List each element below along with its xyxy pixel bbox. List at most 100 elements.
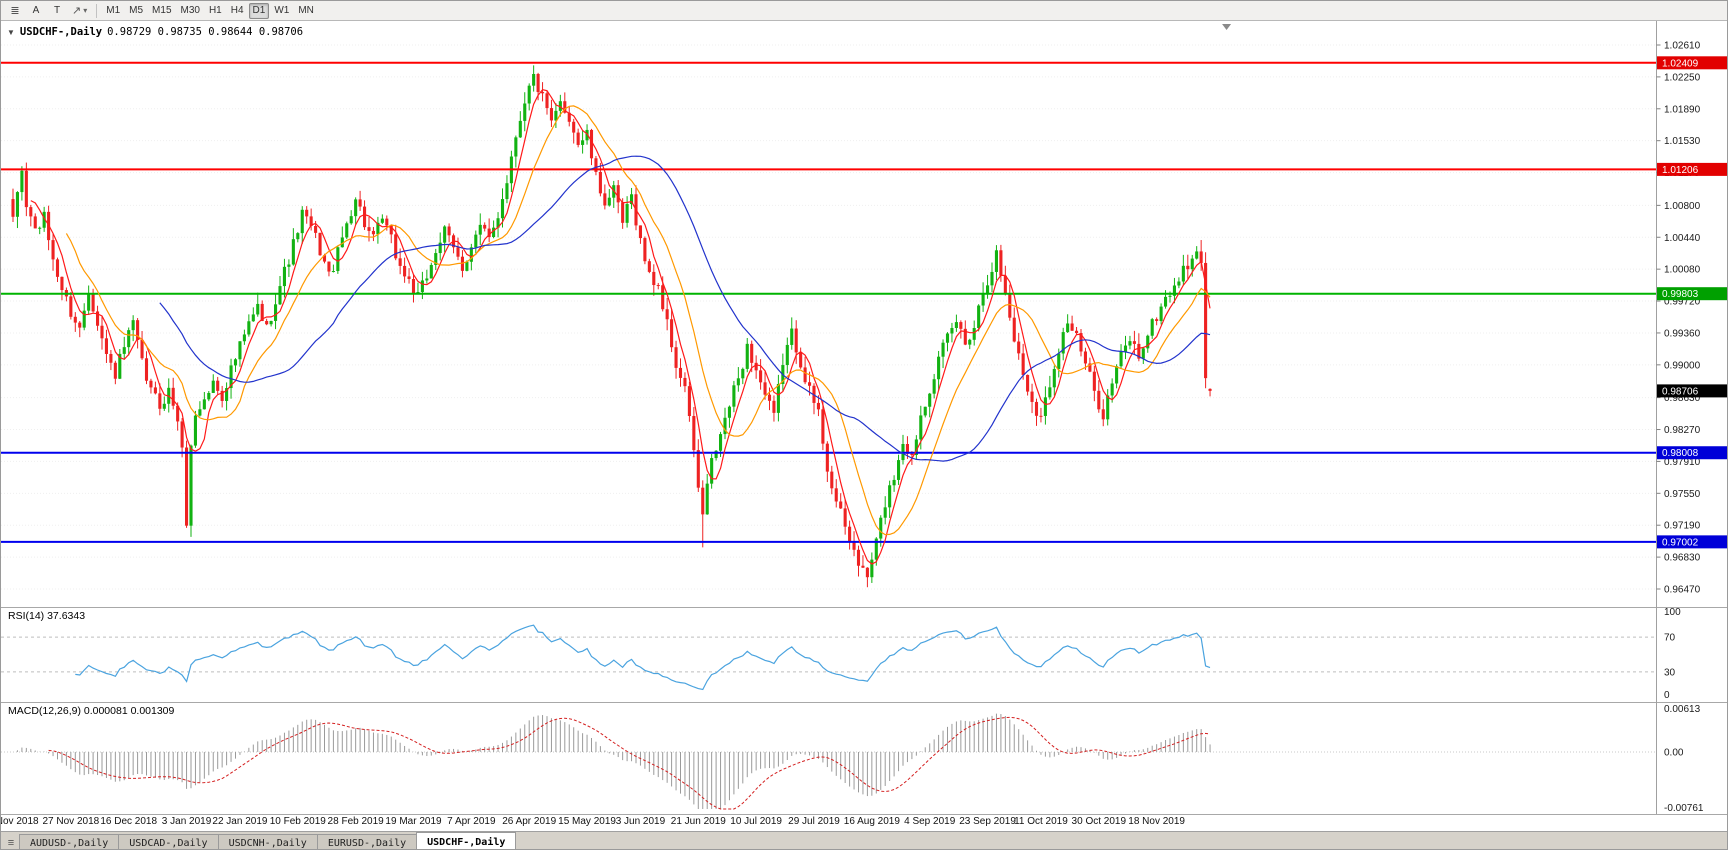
svg-text:0.97910: 0.97910	[1664, 457, 1701, 468]
svg-text:0.97190: 0.97190	[1664, 521, 1701, 532]
date-label: 15 May 2019	[558, 816, 616, 827]
svg-text:0.99360: 0.99360	[1664, 328, 1701, 339]
timeframe-button-mn[interactable]: MN	[298, 5, 314, 16]
rsi-indicator-panel[interactable]: 100 70 30 0 RSI(14) 37.6343	[1, 607, 1727, 702]
candles-layer	[11, 65, 1212, 588]
tab-usdcad-daily[interactable]: USDCAD-,Daily	[118, 834, 219, 849]
svg-text:-0.00761: -0.00761	[1664, 803, 1704, 814]
date-label: 22 Jan 2019	[212, 816, 268, 827]
timeframe-button-h4[interactable]: H4	[230, 5, 244, 16]
svg-text:0: 0	[1664, 690, 1670, 701]
date-label: 10 Jul 2019	[730, 816, 782, 827]
svg-text:1.01890: 1.01890	[1664, 104, 1701, 115]
macd-chart-canvas[interactable]: 0.00613 0.00 -0.00761	[1, 702, 1728, 814]
ma-slow-line	[159, 155, 1211, 462]
candlestick-chart-canvas[interactable]: 1.026101.022501.018901.015301.011701.008…	[1, 21, 1728, 607]
line-tools-button[interactable]: ↗ ▾	[68, 3, 91, 19]
main-chart-panel[interactable]: 1.026101.022501.018901.015301.011701.008…	[1, 21, 1727, 607]
macd-indicator-label: MACD(12,26,9) 0.000081 0.001309	[8, 705, 175, 717]
chart-symbol-label: USDCHF-,Daily	[19, 26, 103, 38]
svg-text:1.02250: 1.02250	[1664, 72, 1701, 83]
tab-audusd-daily[interactable]: AUDUSD-,Daily	[19, 834, 120, 849]
date-label: 3 Jun 2019	[615, 816, 666, 827]
date-label: 28 Feb 2019	[327, 816, 384, 827]
price-axis: 1.026101.022501.018901.015301.011701.008…	[1656, 21, 1727, 607]
date-label: 16 Dec 2018	[100, 816, 158, 827]
svg-text:0.99803: 0.99803	[1662, 289, 1699, 300]
svg-text:1.02610: 1.02610	[1664, 41, 1701, 52]
chart-tab-bar: ≡ AUDUSD-,Daily USDCAD-,Daily USDCNH-,Dail…	[1, 831, 1727, 849]
tab-list-icon[interactable]: ≡	[7, 837, 15, 849]
timeframe-button-w1[interactable]: W1	[274, 5, 290, 16]
svg-text:0.96470: 0.96470	[1664, 585, 1701, 596]
svg-text:30: 30	[1664, 667, 1676, 678]
date-label: 18 Nov 2019	[1128, 816, 1185, 827]
svg-text:70: 70	[1664, 633, 1676, 644]
svg-text:0.00: 0.00	[1664, 747, 1684, 758]
date-label: 26 Apr 2019	[502, 816, 557, 827]
svg-text:1.01530: 1.01530	[1664, 136, 1701, 147]
svg-text:0.98630: 0.98630	[1664, 393, 1701, 404]
svg-text:0.97002: 0.97002	[1662, 537, 1699, 548]
date-label: 8 Nov 2018	[1, 816, 39, 827]
svg-text:1.00080: 1.00080	[1664, 265, 1701, 276]
svg-text:0.98270: 0.98270	[1664, 425, 1701, 436]
chart-ohlc-values: 0.98729 0.98735 0.98644 0.98706	[107, 26, 304, 38]
date-label: 30 Oct 2019	[1071, 816, 1127, 827]
date-label: 4 Sep 2019	[904, 816, 956, 827]
svg-text:100: 100	[1664, 607, 1681, 618]
date-label: 21 Jun 2019	[670, 816, 726, 827]
tab-eurusd-daily[interactable]: EURUSD-,Daily	[316, 834, 418, 849]
tab-usdchf-daily[interactable]: USDCHF-,Daily	[416, 832, 517, 849]
macd-signal-line	[48, 716, 1211, 810]
svg-text:1.02409: 1.02409	[1662, 58, 1699, 69]
timeframe-button-m1[interactable]: M1	[106, 5, 121, 16]
date-label: 16 Aug 2019	[843, 816, 900, 827]
date-label: 23 Sep 2019	[959, 816, 1016, 827]
timeframe-group: M1 M5 M15 M30 H1 H4 D1 W1 MN	[102, 2, 318, 19]
macd-indicator-panel[interactable]: 0.00613 0.00 -0.00761 MACD(12,26,9) 0.0000…	[1, 702, 1727, 814]
horizontal-levels	[1, 61, 1656, 543]
svg-text:0.97550: 0.97550	[1664, 489, 1701, 500]
charts-menu-icon[interactable]: ≣	[10, 5, 20, 17]
svg-text:1.00440: 1.00440	[1664, 233, 1701, 244]
svg-text:0.98008: 0.98008	[1662, 448, 1699, 459]
timeframe-button-d1[interactable]: D1	[248, 2, 270, 19]
svg-text:1.01206: 1.01206	[1662, 165, 1699, 176]
svg-text:0.00613: 0.00613	[1664, 704, 1701, 715]
svg-text:1.00800: 1.00800	[1664, 201, 1701, 212]
rsi-chart-canvas[interactable]: 100 70 30 0	[1, 607, 1728, 702]
date-label: 19 Mar 2019	[385, 816, 442, 827]
macd-histogram	[16, 713, 1211, 809]
collapse-arrow-icon[interactable]: ▼	[7, 27, 15, 37]
moving-averages	[30, 89, 1211, 565]
toolbar-separator	[96, 3, 98, 18]
chart-shift-marker	[1222, 24, 1232, 30]
date-label: 3 Jan 2019	[161, 816, 212, 827]
svg-text:0.99720: 0.99720	[1664, 297, 1701, 308]
date-label: 27 Nov 2018	[42, 816, 100, 827]
rsi-line	[75, 624, 1211, 691]
chart-title: ▼ USDCHF-,Daily 0.98729 0.98735 0.98644 …	[7, 26, 303, 38]
timeframe-button-m15[interactable]: M15	[152, 5, 172, 16]
dropdown-arrow-icon: ▾	[83, 6, 88, 15]
ma-mid-line	[65, 105, 1211, 536]
svg-text:0.98706: 0.98706	[1662, 386, 1699, 397]
toolbar: ≣ A T ↗ ▾ M1 M5 M15 M30 H1 H4 D1 W1 MN	[1, 1, 1727, 21]
rsi-indicator-label: RSI(14) 37.6343	[8, 610, 86, 622]
tab-usdcnh-daily[interactable]: USDCNH-,Daily	[217, 834, 318, 849]
svg-text:0.99000: 0.99000	[1664, 360, 1701, 371]
date-label: 29 Jul 2019	[788, 816, 840, 827]
date-label: 10 Feb 2019	[269, 816, 326, 827]
date-label: 11 Oct 2019	[1014, 816, 1068, 827]
cursor-tool-icon: ↗	[72, 5, 82, 17]
text-tool-button[interactable]: T	[53, 5, 61, 16]
ma-fast-line	[30, 89, 1211, 565]
timeframe-button-h1[interactable]: H1	[208, 5, 222, 16]
timeframe-button-m30[interactable]: M30	[180, 5, 200, 16]
annotation-a-button[interactable]: A	[32, 5, 40, 16]
timeframe-button-m5[interactable]: M5	[129, 5, 144, 16]
svg-text:0.96830: 0.96830	[1664, 553, 1701, 564]
